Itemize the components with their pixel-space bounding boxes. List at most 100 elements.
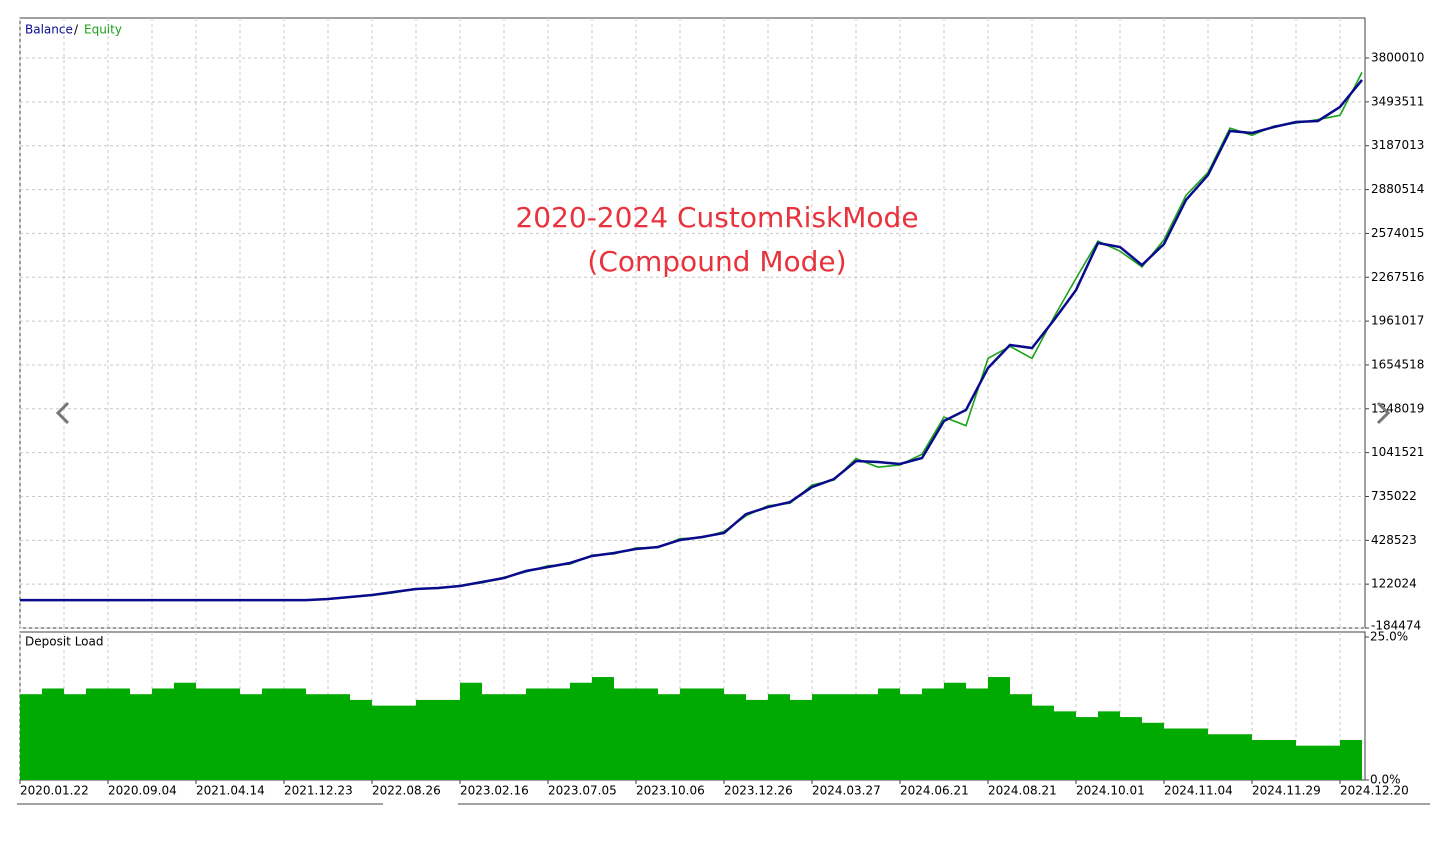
balance-line (20, 79, 1363, 602)
load-bar (790, 699, 812, 780)
x-tick-label: 2023.12.26 (724, 784, 793, 798)
x-tick-label: 2022.08.26 (372, 784, 441, 798)
x-tick-label: 2024.11.04 (1164, 784, 1233, 798)
annotation: (Compound Mode) (587, 245, 846, 278)
load-bar (966, 688, 988, 780)
load-bar (834, 694, 856, 780)
x-tick-label: 2021.12.23 (284, 784, 353, 798)
load-bar (460, 682, 482, 780)
y-tick-label: 122024 (1371, 577, 1417, 591)
load-bar (614, 688, 636, 780)
x-tick-label: 2024.03.27 (812, 784, 881, 798)
load-bar (1120, 717, 1142, 780)
load-bar (768, 694, 790, 780)
legend-balance: Balance (25, 23, 73, 37)
load-bar (130, 694, 152, 780)
load-bar (1098, 711, 1120, 780)
x-tick-label: 2024.10.01 (1076, 784, 1145, 798)
load-bar (108, 688, 130, 780)
load-bar (174, 682, 196, 780)
load-bar (328, 694, 350, 780)
load-bar (988, 677, 1010, 780)
load-bar (1296, 745, 1318, 780)
y-tick-label: 3800010 (1371, 51, 1424, 65)
load-bar (504, 694, 526, 780)
load-bar (196, 688, 218, 780)
load-bar (548, 688, 570, 780)
load-bar (152, 688, 174, 780)
y-tick-label: 1654518 (1371, 357, 1424, 371)
load-bar (636, 688, 658, 780)
load-bar (284, 688, 306, 780)
y-tick-label: 428523 (1371, 533, 1417, 547)
nav-prev[interactable] (55, 401, 70, 425)
y-tick-label: 2880514 (1371, 182, 1424, 196)
load-bar (570, 682, 592, 780)
y-tick-label: 0.0% (1370, 773, 1401, 787)
load-bar (394, 705, 416, 780)
load-bar (746, 699, 768, 780)
load-bar (240, 694, 262, 780)
load-bar (482, 694, 504, 780)
main-panel (19, 17, 1366, 629)
load-bar (1186, 728, 1208, 780)
load-bar (1230, 734, 1252, 780)
y-tick-label: 1348019 (1371, 401, 1424, 415)
legend-equity: Equity (84, 23, 122, 37)
y-tick-label: -184474 (1371, 619, 1421, 633)
load-bar (702, 688, 724, 780)
load-bar (922, 688, 944, 780)
legend-separator: / (74, 23, 79, 37)
load-bar (680, 688, 702, 780)
x-tick-label: 2023.07.05 (548, 784, 617, 798)
x-tick-label: 2020.09.04 (108, 784, 177, 798)
y-tick-label: 735022 (1371, 489, 1417, 503)
load-bar (724, 694, 746, 780)
load-bar (438, 699, 460, 780)
load-bar (42, 688, 64, 780)
load-bar (878, 688, 900, 780)
x-tick-label: 2024.08.21 (988, 784, 1057, 798)
y-tick-label: 1961017 (1371, 314, 1424, 328)
x-tick-label: 2024.06.21 (900, 784, 969, 798)
x-tick-label: 2023.10.06 (636, 784, 705, 798)
load-bar (856, 694, 878, 780)
load-bar (1054, 711, 1076, 780)
load-bar (350, 699, 372, 780)
y-tick-label: 3187013 (1371, 138, 1424, 152)
load-bar (1340, 739, 1362, 780)
x-tick-label: 2023.02.16 (460, 784, 529, 798)
load-bar (20, 694, 42, 780)
load-bar (416, 699, 438, 780)
load-bar (1010, 694, 1032, 780)
load-bar (64, 694, 86, 780)
x-tick-label: 2020.01.22 (20, 784, 89, 798)
load-bar (1076, 717, 1098, 780)
load-bar (218, 688, 240, 780)
nav-next[interactable] (1376, 401, 1391, 425)
load-bar (306, 694, 328, 780)
load-bar (1032, 705, 1054, 780)
load-bar (262, 688, 284, 780)
load-bar (812, 694, 834, 780)
y-tick-label: 2574015 (1371, 226, 1424, 240)
x-tick-label: 2021.04.14 (196, 784, 265, 798)
load-bar (900, 694, 922, 780)
x-tick-label: 2024.12.20 (1340, 784, 1409, 798)
panel-title: Deposit Load (25, 635, 103, 649)
x-tick-label: 2024.11.29 (1252, 784, 1321, 798)
load-bar (1164, 728, 1186, 780)
load-bar (86, 688, 108, 780)
load-bar (1318, 745, 1340, 780)
load-bar (1208, 734, 1230, 780)
load-bar (1252, 739, 1274, 780)
load-bar (658, 694, 680, 780)
y-tick-label: 25.0% (1370, 630, 1408, 644)
load-bar (944, 682, 966, 780)
y-tick-label: 2267516 (1371, 270, 1424, 284)
load-bar (592, 677, 614, 780)
load-bar (372, 705, 394, 780)
load-bar (526, 688, 548, 780)
y-tick-label: 1041521 (1371, 445, 1424, 459)
